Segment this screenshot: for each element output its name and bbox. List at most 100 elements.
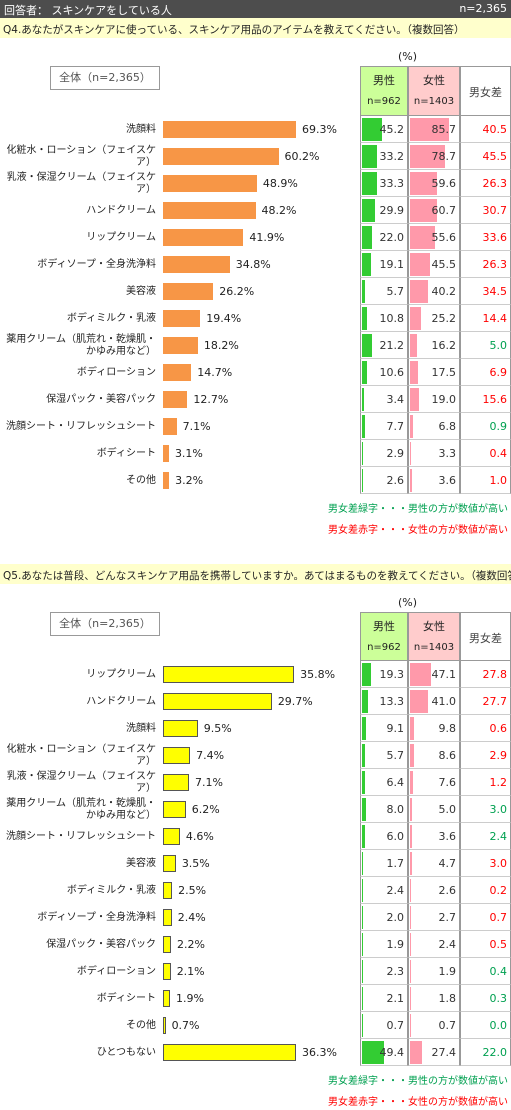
cell-value: 9.1 — [386, 722, 405, 735]
table-cell — [360, 386, 408, 413]
table-cell — [408, 850, 460, 877]
category-label: ハンドクリーム — [86, 204, 156, 216]
cell-value: 40.2 — [431, 285, 457, 298]
table-cell — [408, 332, 460, 359]
table-cell — [360, 197, 408, 224]
bar-label: 3.5% — [181, 857, 210, 870]
bar — [163, 801, 186, 818]
table-cell — [408, 742, 460, 769]
bar — [163, 418, 177, 435]
cell-bar — [362, 825, 365, 848]
table-cell — [408, 224, 460, 251]
cell-bar — [410, 1041, 423, 1064]
category-label: その他 — [126, 474, 156, 486]
bar-label: 7.1% — [182, 420, 211, 433]
cell-value: 3.0 — [489, 857, 508, 870]
cell-bar — [362, 469, 364, 492]
table-cell — [408, 467, 460, 494]
bar — [163, 256, 230, 273]
table-cell — [408, 904, 460, 931]
bar-label: 2.5% — [178, 884, 207, 897]
bar-label: 1.9% — [175, 992, 204, 1005]
category-label: リップクリーム — [86, 668, 156, 680]
cell-bar — [362, 933, 363, 956]
cell-value: 27.7 — [482, 695, 508, 708]
cell-value: 1.9 — [438, 965, 457, 978]
bar — [163, 391, 188, 408]
table-cell — [408, 958, 460, 985]
table-cell — [408, 386, 460, 413]
cell-bar — [362, 906, 363, 929]
table-header — [360, 612, 408, 661]
cell-bar — [410, 717, 415, 740]
cell-value: 55.6 — [431, 231, 457, 244]
cell-bar — [362, 771, 365, 794]
bar — [163, 472, 170, 489]
cell-value: 2.3 — [386, 965, 405, 978]
cell-bar — [362, 118, 383, 141]
cell-value: 19.3 — [379, 668, 405, 681]
bar-label: 6.2% — [191, 803, 220, 816]
cell-value: 13.3 — [379, 695, 405, 708]
cell-bar — [410, 145, 446, 168]
bar — [163, 693, 272, 710]
bar — [163, 828, 180, 845]
table-cell — [408, 278, 460, 305]
cell-value: 10.6 — [379, 366, 405, 379]
table-header — [408, 66, 460, 116]
cell-bar — [362, 717, 367, 740]
category-label: 保湿パック・美容パック — [46, 938, 156, 950]
unit-label: (%) — [398, 596, 418, 609]
bar — [163, 445, 169, 462]
table-cell — [408, 769, 460, 796]
cell-value: 2.9 — [489, 749, 508, 762]
cell-value: 22.0 — [379, 231, 405, 244]
cell-value: 3.3 — [438, 447, 457, 460]
note: 男女差緑字・・・男性の方が数値が高い — [328, 504, 508, 515]
cell-value: 26.3 — [482, 177, 508, 190]
cell-bar — [410, 307, 422, 330]
cell-bar — [362, 280, 365, 303]
bar-label: 4.6% — [185, 830, 214, 843]
cell-bar — [362, 1041, 385, 1064]
cell-bar — [410, 172, 437, 195]
cell-bar — [362, 172, 377, 195]
cell-value: 34.5 — [482, 285, 508, 298]
bar-label: 26.2% — [219, 285, 255, 298]
bar-label: 7.1% — [195, 776, 223, 789]
category-label: 薬用クリーム（肌荒れ・乾燥肌・ かゆみ用など） — [6, 797, 156, 821]
table-cell — [408, 440, 460, 467]
cell-value: 17.5 — [431, 366, 457, 379]
header-name: 男性 — [373, 74, 395, 87]
cell-value: 30.7 — [482, 204, 508, 217]
bar — [163, 148, 279, 165]
cell-bar — [410, 771, 414, 794]
header-name: 男性 — [373, 620, 395, 633]
cell-bar — [362, 253, 371, 276]
table-cell — [360, 278, 408, 305]
cell-value: 6.8 — [438, 420, 457, 433]
legend-box: 全体（n=2,365） — [50, 66, 160, 90]
cell-value: 25.2 — [431, 312, 457, 325]
cell-value: 0.6 — [489, 722, 508, 735]
cell-value: 9.8 — [438, 722, 457, 735]
cell-value: 1.2 — [489, 776, 508, 789]
category-label: 洗顔シート・リフレッシュシート — [6, 420, 156, 432]
bar-label: 48.9% — [262, 177, 298, 190]
cell-bar — [362, 145, 377, 168]
table-cell — [360, 742, 408, 769]
table-cell — [408, 823, 460, 850]
cell-bar — [410, 852, 413, 875]
cell-bar — [362, 442, 364, 465]
cell-value: 0.4 — [489, 447, 508, 460]
cell-value: 5.0 — [438, 803, 457, 816]
table-cell — [360, 850, 408, 877]
header-n: n=1403 — [413, 96, 455, 107]
category-label: ボディミルク・乳液 — [66, 312, 156, 324]
bar — [163, 229, 244, 246]
bar-label: 69.3% — [302, 123, 337, 136]
cell-value: 33.6 — [482, 231, 508, 244]
cell-value: 1.7 — [386, 857, 405, 870]
cell-bar — [362, 744, 365, 767]
cell-value: 60.7 — [431, 204, 457, 217]
